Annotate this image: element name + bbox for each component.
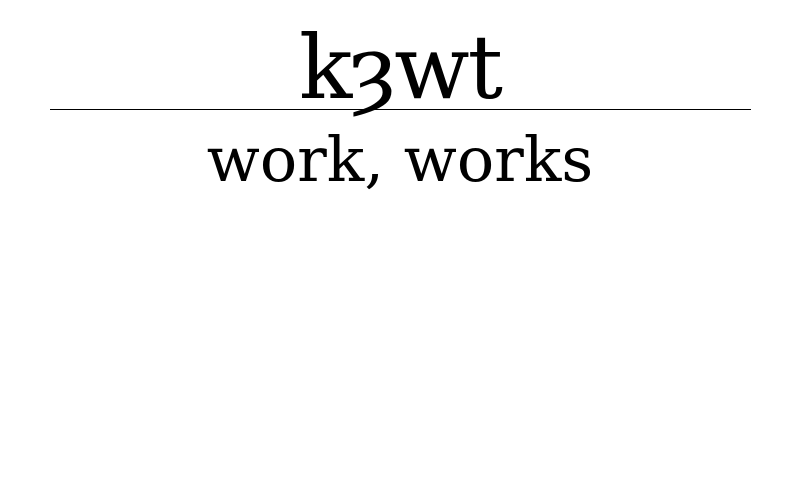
transliteration-term: kȝwt (299, 16, 503, 119)
translation-gloss: work, works (206, 123, 594, 196)
divider-line (50, 109, 751, 110)
